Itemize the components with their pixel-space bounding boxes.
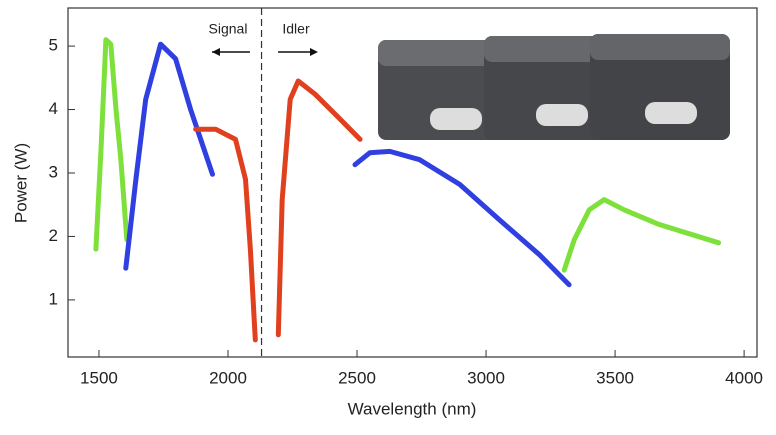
x-tick-label: 4000	[725, 368, 763, 387]
y-axis-label: Power (W)	[11, 143, 30, 223]
x-tick-label: 3000	[467, 368, 505, 387]
idler-label: Idler	[282, 21, 310, 37]
curve	[352, 148, 572, 288]
device-photo	[378, 34, 730, 140]
signal-label: Signal	[209, 21, 248, 37]
x-tick-label: 2000	[209, 368, 247, 387]
y-tick-label: 2	[49, 226, 58, 245]
x-axis-label: Wavelength (nm)	[348, 399, 477, 418]
signal-arrowhead	[212, 48, 220, 56]
curve	[275, 78, 363, 338]
y-tick-label: 4	[49, 99, 58, 118]
plot-frame	[67, 7, 758, 358]
x-tick-label: 2500	[338, 368, 376, 387]
curve	[123, 41, 215, 271]
curve	[193, 126, 258, 343]
y-tick-label: 5	[49, 36, 58, 55]
curve	[561, 197, 722, 273]
x-tick-label: 1500	[80, 368, 118, 387]
x-tick-label: 3500	[596, 368, 634, 387]
y-tick-label: 1	[49, 289, 58, 308]
curve	[93, 37, 130, 252]
y-tick-label: 3	[49, 162, 58, 181]
idler-arrowhead	[310, 48, 318, 56]
